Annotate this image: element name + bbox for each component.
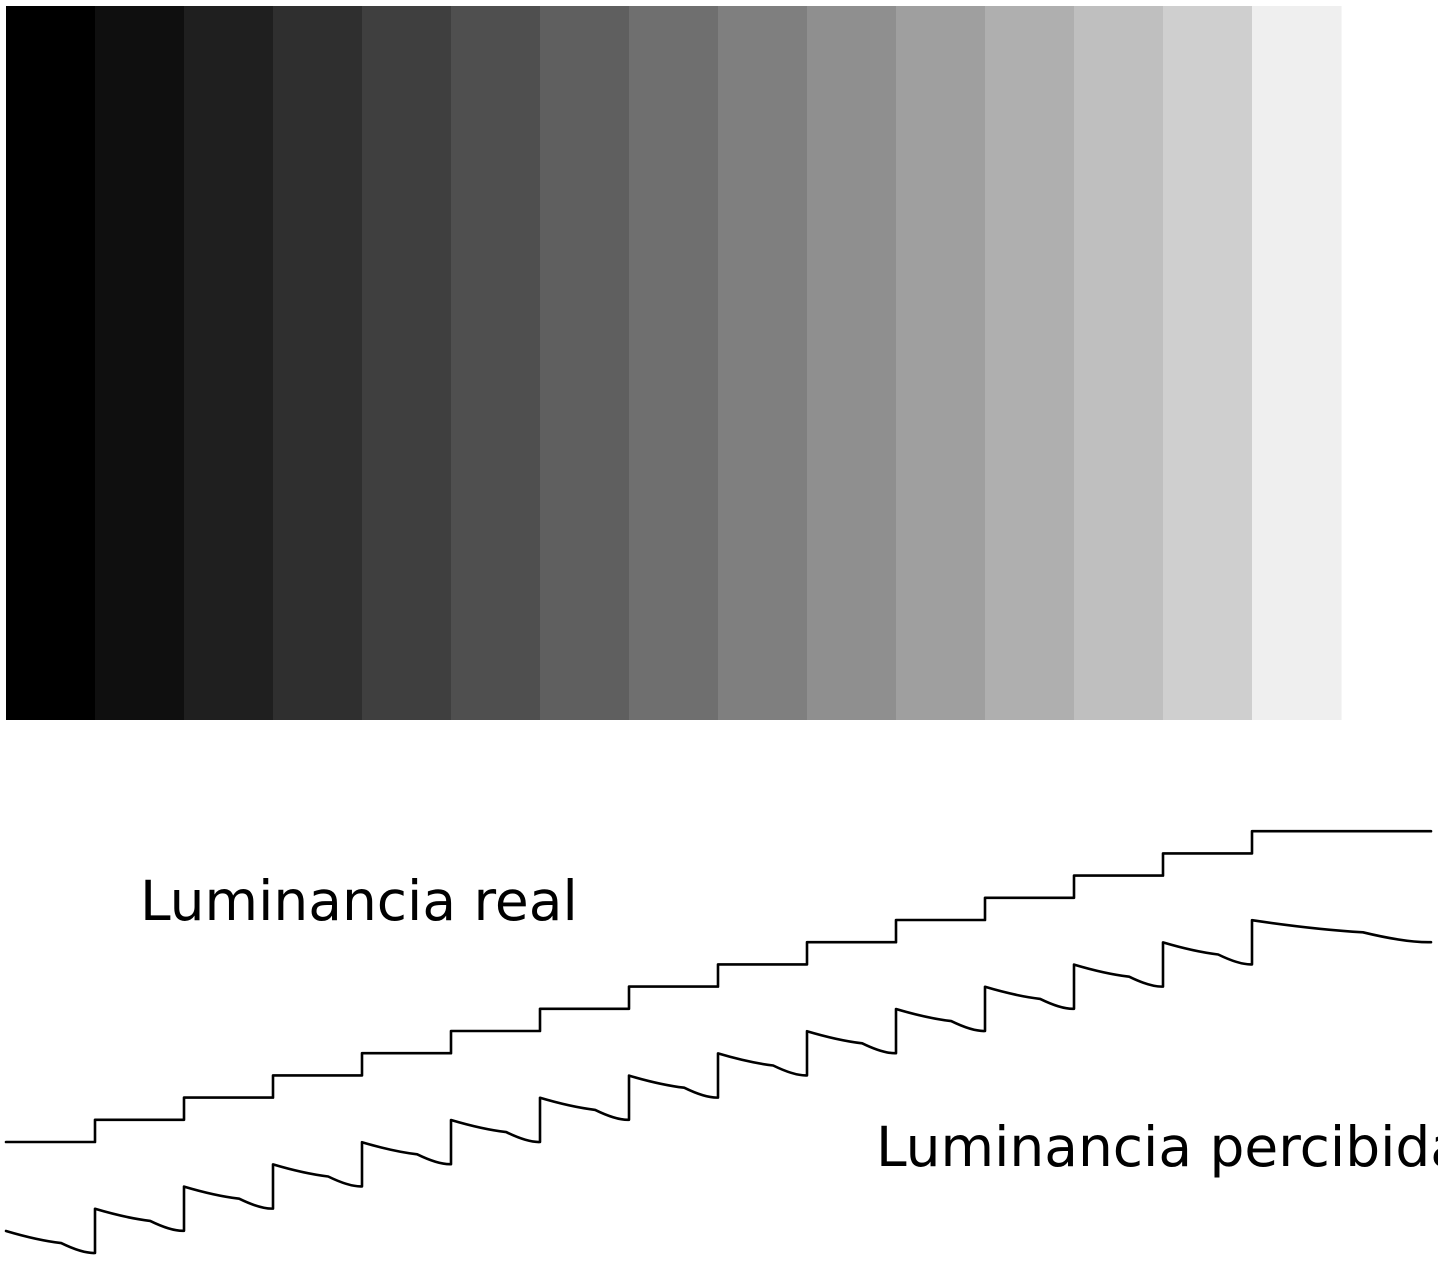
gray-band-9 xyxy=(718,6,808,720)
gray-band-6 xyxy=(451,6,541,720)
real-luminance-staircase xyxy=(4,829,1433,1144)
gray-band-2 xyxy=(95,6,185,720)
gray-band-12 xyxy=(985,6,1075,720)
gray-band-14 xyxy=(1163,6,1253,720)
gray-band-1 xyxy=(6,6,96,720)
gray-band-11 xyxy=(896,6,986,720)
gray-band-13 xyxy=(1074,6,1164,720)
perceived-luminance-staircase xyxy=(4,918,1433,1255)
gray-band-15 xyxy=(1252,6,1342,720)
gray-band-5 xyxy=(362,6,452,720)
gray-band-3 xyxy=(184,6,274,720)
gray-band-8 xyxy=(629,6,719,720)
gray-band-10 xyxy=(807,6,897,720)
perceived-luminance-label: Luminancia percibida xyxy=(876,1115,1438,1179)
gray-step-bands xyxy=(6,6,1342,720)
gray-band-7 xyxy=(540,6,630,720)
real-luminance-label: Luminancia real xyxy=(140,869,578,933)
gray-band-4 xyxy=(273,6,363,720)
